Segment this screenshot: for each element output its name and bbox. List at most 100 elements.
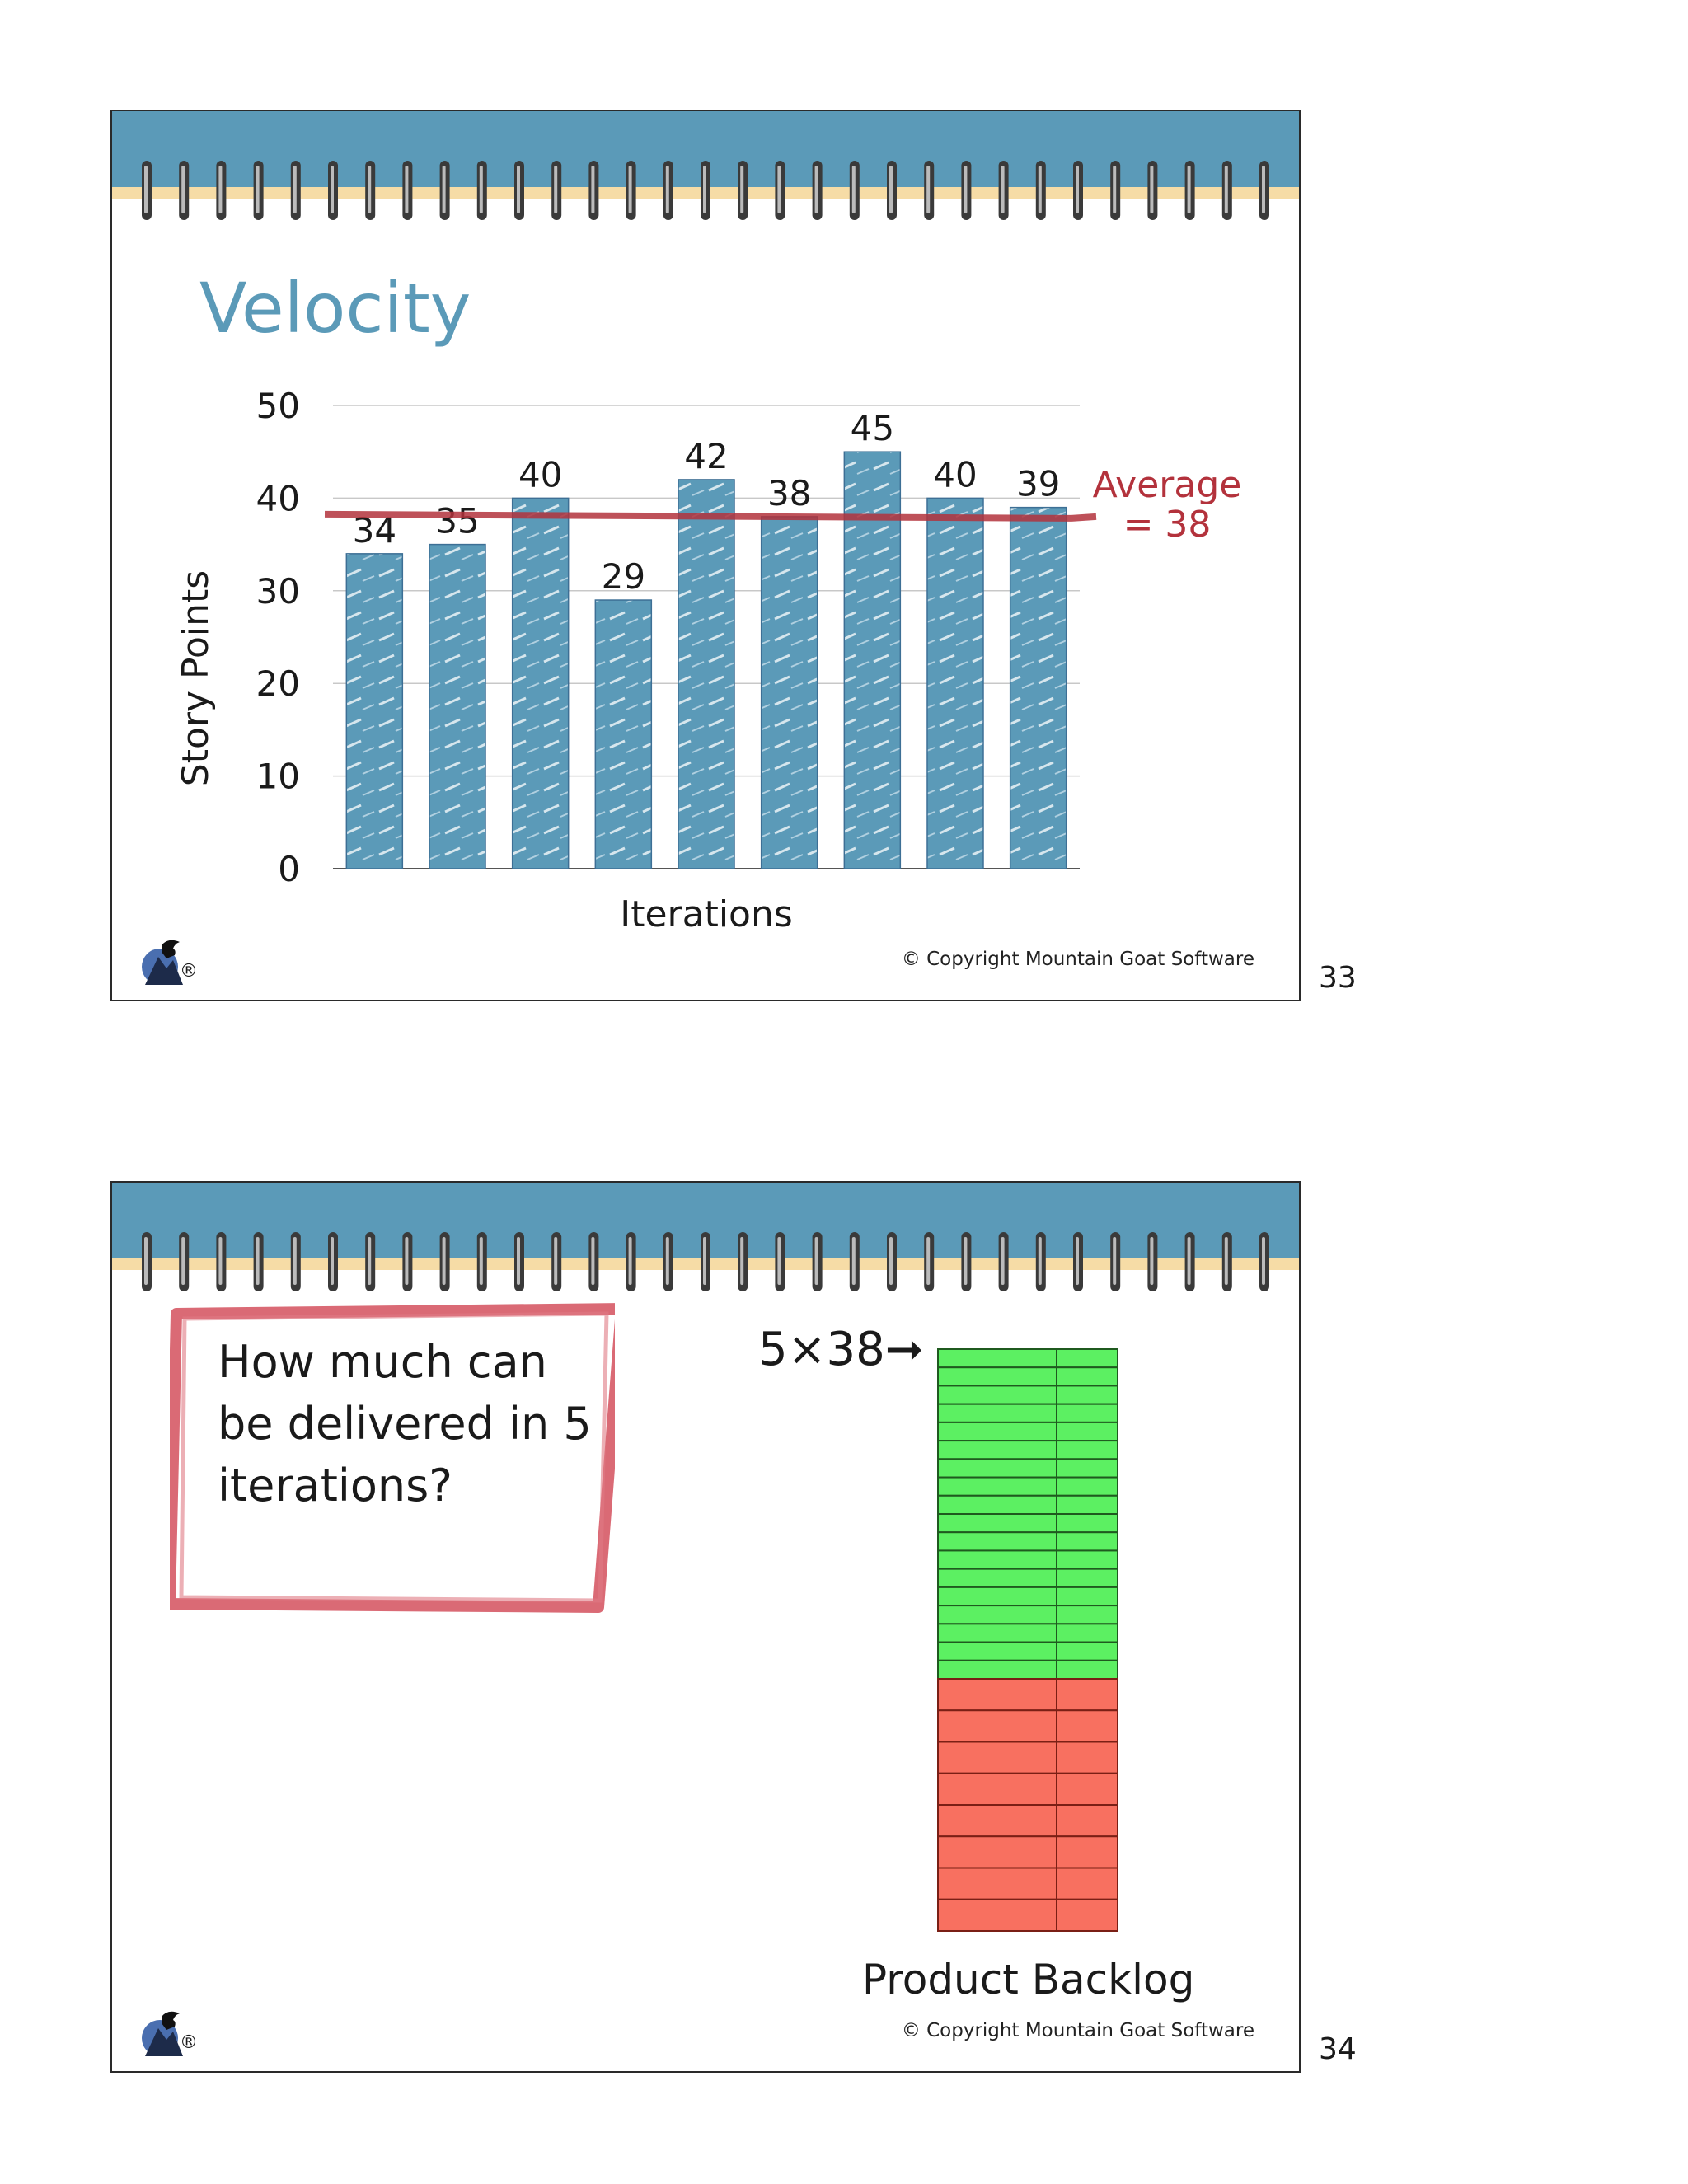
backlog-item-delivered [937,1476,1118,1497]
binding-ring [588,161,599,220]
binding-ring [1073,1232,1083,1291]
data-label: 39 [1016,464,1060,504]
binding-ring [1259,161,1269,220]
binding-ring [253,1232,264,1291]
binding-ring [849,161,860,220]
slide-backlog: How much can be delivered in 5 iteration… [110,1181,1301,2073]
backlog-item-remaining [937,1804,1118,1838]
binding-ring [142,1232,152,1291]
average-label-value: = 38 [1123,504,1212,546]
velocity-multiplier: 5×38➞ [758,1323,924,1376]
binding-ring [253,161,264,220]
y-tick-label: 10 [256,757,300,797]
binding-ring [551,161,562,220]
backlog-item-delivered [937,1403,1118,1423]
binding-ring [1147,161,1158,220]
binding-ring [402,161,413,220]
registered-mark: ® [180,961,198,982]
binding-ring [290,1232,301,1291]
page-number: 34 [1319,2032,1357,2066]
registered-mark: ® [180,2032,198,2053]
backlog-item-delivered [937,1366,1118,1387]
binding-ring [439,161,450,220]
bar [511,497,570,869]
binding-ring [1184,161,1195,220]
binding-ring [849,1232,860,1291]
binding-ring [1073,161,1083,220]
binding-ring [1184,1232,1195,1291]
backlog-label: Product Backlog [862,1956,1195,2004]
average-label-text: Average [1092,464,1242,506]
binding-ring [961,1232,972,1291]
backlog-item-remaining [937,1867,1118,1900]
mountain-goat-logo-icon [142,2011,183,2056]
binding-ring [328,161,338,220]
backlog-item-delivered [937,1623,1118,1643]
product-backlog-stack [937,1348,1118,1932]
binding-ring [588,1232,599,1291]
binding-ring [1221,1232,1232,1291]
binding-ring [290,161,301,220]
binding-ring [514,161,524,220]
y-tick-label: 50 [256,386,300,426]
bar [1009,506,1067,869]
data-label: 42 [684,436,728,476]
backlog-item-delivered [937,1641,1118,1661]
backlog-item-remaining [937,1678,1118,1712]
question-text: How much can be delivered in 5 iteration… [218,1336,592,1511]
binding-ring [961,161,972,220]
bar [594,599,653,869]
binding-ring [1110,161,1121,220]
binding-ring [626,161,636,220]
binding-ring [439,1232,450,1291]
binding-ring [179,1232,190,1291]
binding-ring [887,161,897,220]
data-label: 40 [518,454,562,494]
bar [843,451,902,869]
backlog-item-remaining [937,1709,1118,1743]
backlog-item-remaining [937,1741,1118,1774]
backlog-item-delivered [937,1549,1118,1570]
data-label: 29 [602,556,645,597]
binding-ring [924,1232,935,1291]
y-tick-label: 30 [256,571,300,612]
y-axis-label: Story Points [175,570,217,786]
binding-ring [1110,1232,1121,1291]
binding-ring [626,1232,636,1291]
binding-ring [924,161,935,220]
spiral-binding [112,111,1299,220]
binding-ring [812,1232,823,1291]
binding-ring [1035,1232,1046,1291]
binding-ring [1221,161,1232,220]
binding-ring [887,1232,897,1291]
backlog-item-delivered [937,1348,1118,1369]
x-axis-label: Iterations [620,893,793,935]
backlog-item-delivered [937,1421,1118,1442]
binding-ring [663,161,673,220]
question-frame [170,1303,615,1613]
y-tick-label: 0 [278,849,300,889]
binding-ring [216,161,227,220]
binding-ring [663,1232,673,1291]
binding-ring [476,161,487,220]
spiral-binding [112,1183,1299,1291]
binding-ring [1147,1232,1158,1291]
backlog-item-delivered [937,1531,1118,1552]
binding-ring [812,161,823,220]
average-line [324,510,1097,522]
binding-ring [179,161,190,220]
average-label: Average = 38 [1085,466,1250,545]
backlog-item-delivered [937,1385,1118,1405]
backlog-item-delivered [937,1513,1118,1534]
backlog-item-remaining [937,1835,1118,1869]
binding-ring [402,1232,413,1291]
data-label: 40 [933,454,977,494]
binding-ring [738,161,748,220]
binding-ring [365,1232,376,1291]
bar [926,497,984,869]
binding-ring [142,161,152,220]
bar [345,553,404,869]
binding-ring [775,161,785,220]
backlog-item-delivered [937,1586,1118,1607]
